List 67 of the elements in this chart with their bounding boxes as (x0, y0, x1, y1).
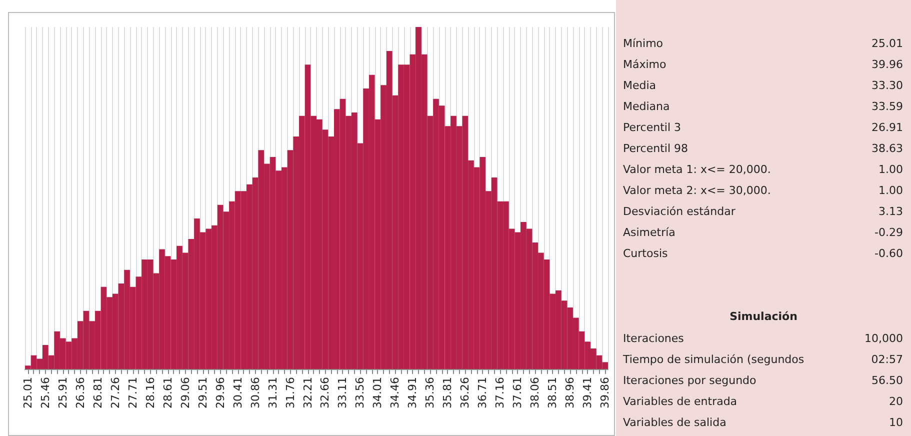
x-tick-label: 33.56 (354, 377, 367, 408)
text: 25.01 (872, 36, 903, 52)
text: Iteraciones por segundo (623, 373, 756, 389)
text: Desviación estándar (623, 204, 736, 220)
x-tick-label: 36.26 (458, 377, 472, 408)
x-tick-label: 38.51 (546, 377, 560, 408)
text: Máximo (623, 57, 666, 73)
x-tick-label: 25.91 (56, 377, 70, 408)
text: Iteraciones (623, 331, 684, 347)
text: Asimetría (623, 225, 676, 241)
x-tick-label: 30.86 (248, 377, 262, 408)
x-tick-label: 34.01 (371, 377, 384, 408)
x-tick-label: 37.61 (511, 377, 524, 408)
x-tick-label: 32.66 (318, 377, 332, 408)
text: 02:57 (871, 352, 903, 368)
text: Valor meta 1: x<= 20,000. (623, 162, 771, 178)
x-tick-label: 32.21 (301, 377, 314, 408)
text: Percentil 3 (623, 120, 681, 136)
text: 10,000 (864, 331, 903, 347)
x-tick-label: 28.16 (144, 377, 157, 408)
x-tick-label: 34.91 (406, 377, 420, 408)
x-tick-label: 28.61 (161, 377, 174, 408)
text: 3.13 (878, 204, 903, 220)
x-tick-label: 30.41 (231, 377, 244, 408)
x-tick-label: 34.46 (388, 377, 402, 408)
text: 1.00 (878, 162, 903, 178)
x-tick-label: 25.46 (38, 377, 52, 408)
x-tick-label: 39.41 (581, 377, 594, 408)
x-tick-label: 27.26 (108, 377, 122, 408)
text: Mediana (623, 99, 670, 115)
text: Variables de entrada (623, 394, 738, 410)
x-tick-label: 38.06 (528, 377, 542, 408)
x-tick-label: 38.96 (564, 377, 577, 408)
text: Tiempo de simulación (segundos (623, 352, 804, 368)
x-tick-label: 29.51 (196, 377, 210, 408)
text: 1.00 (878, 183, 903, 199)
text: 33.59 (872, 99, 903, 115)
x-tick-label: 37.16 (494, 377, 507, 408)
x-tick-label: 39.86 (598, 377, 612, 408)
x-tick-label: 29.06 (178, 377, 192, 408)
text: 20 (889, 394, 903, 410)
text: 56.50 (872, 373, 903, 389)
text: 33.30 (872, 78, 903, 94)
text: Valor meta 2: x<= 30,000. (623, 183, 771, 199)
text: 39.96 (872, 57, 903, 73)
text: Simulación (728, 309, 798, 325)
text: Curtosis (623, 246, 668, 262)
text: Media (623, 78, 656, 94)
x-tick-label: 31.31 (266, 377, 280, 408)
text: Mínimo (623, 36, 664, 52)
x-tick-label: 35.36 (424, 377, 437, 408)
text: 26.91 (872, 120, 903, 136)
x-tick-label: 26.81 (91, 377, 104, 408)
x-tick-label: 25.01 (21, 377, 34, 408)
x-tick-label: 36.71 (476, 377, 490, 408)
x-tick-label: 31.76 (284, 377, 297, 408)
x-tick-label: 33.11 (336, 377, 350, 408)
x-tick-label: 29.96 (214, 377, 227, 408)
text: Percentil 98 (623, 141, 688, 157)
text: Variables de salida (623, 415, 726, 431)
x-tick-label: 35.81 (441, 377, 454, 408)
text: 38.63 (872, 141, 903, 157)
text: -0.29 (874, 225, 903, 241)
x-tick-label: 27.71 (126, 377, 140, 408)
x-tick-label: 26.36 (74, 377, 87, 408)
text: -0.60 (874, 246, 903, 262)
text: 10 (889, 415, 903, 431)
